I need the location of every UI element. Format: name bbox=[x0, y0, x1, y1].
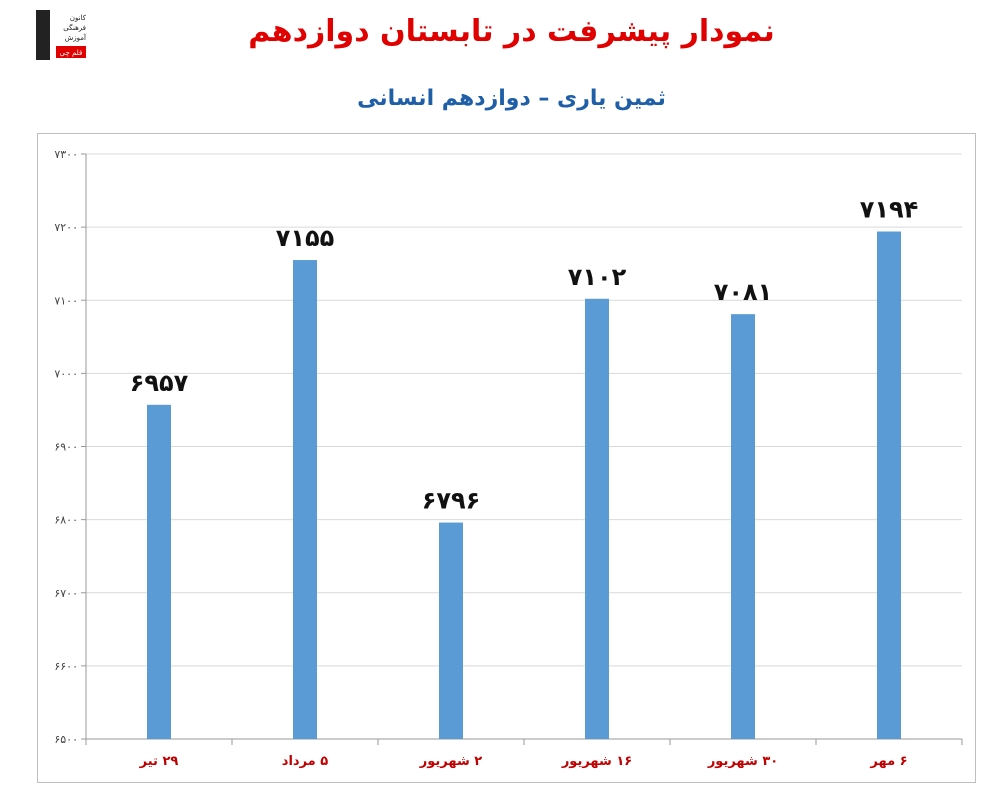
category-label: ۶ مهر bbox=[869, 754, 907, 769]
y-tick-label: ۶۹۰۰ bbox=[54, 441, 78, 454]
data-label: ۷۱۰۲ bbox=[568, 263, 627, 291]
y-tick-label: ۶۷۰۰ bbox=[54, 587, 78, 600]
y-tick-label: ۷۳۰۰ bbox=[54, 148, 78, 161]
y-tick-label: ۶۸۰۰ bbox=[54, 514, 78, 527]
logo-line-3: آموزش bbox=[65, 33, 87, 42]
bar bbox=[439, 522, 463, 739]
bar bbox=[147, 404, 171, 739]
chart-area: ۶۵۰۰ ۶۶۰۰ ۶۷۰۰ ۶۸۰۰ ۶۹۰۰ ۷۰۰۰ ۷۱۰۰ ۷۲۰۰ ۷۳۰۰ ۶۹۵۷… bbox=[37, 133, 976, 783]
logo-badge: قلم چی bbox=[60, 49, 83, 57]
logo: کانون فرهنگی آموزش قلم چی bbox=[28, 6, 88, 72]
bar bbox=[731, 314, 755, 739]
y-tick-label: ۷۰۰۰ bbox=[54, 367, 78, 380]
category-label: ۵ مرداد bbox=[282, 754, 328, 769]
data-label: ۶۷۹۶ bbox=[422, 487, 481, 515]
logo-line-2: فرهنگی bbox=[63, 23, 86, 32]
bar bbox=[585, 298, 609, 739]
y-tick-label: ۷۲۰۰ bbox=[54, 221, 78, 234]
chart-subtitle: ثمین یاری – دوازدهم انسانی bbox=[357, 86, 666, 111]
bar bbox=[293, 260, 317, 739]
data-label: ۷۱۵۵ bbox=[276, 224, 335, 252]
y-tick-label: ۶۶۰۰ bbox=[54, 660, 78, 673]
logo-figure bbox=[36, 10, 50, 60]
category-label: ۲۹ تیر bbox=[139, 754, 179, 769]
data-label: ۷۰۸۱ bbox=[714, 278, 773, 306]
logo-line-1: کانون bbox=[70, 14, 87, 22]
data-label: ۷۱۹۴ bbox=[860, 196, 919, 224]
category-label: ۲ شهریور bbox=[419, 754, 483, 769]
data-label: ۶۹۵۷ bbox=[130, 369, 189, 397]
y-tick-label: ۶۵۰۰ bbox=[54, 733, 78, 746]
bar-chart: ۶۵۰۰ ۶۶۰۰ ۶۷۰۰ ۶۸۰۰ ۶۹۰۰ ۷۰۰۰ ۷۱۰۰ ۷۲۰۰ ۷۳۰۰ ۶۹۵۷… bbox=[54, 148, 963, 769]
category-label: ۳۰ شهریور bbox=[707, 754, 778, 769]
chart-title: نمودار پیشرفت در تابستان دوازدهم bbox=[248, 14, 775, 49]
category-label: ۱۶ شهریور bbox=[561, 754, 632, 769]
logo-head bbox=[37, 10, 49, 22]
bar bbox=[877, 231, 901, 739]
logo-badge-bg bbox=[56, 46, 86, 58]
y-tick-label: ۷۱۰۰ bbox=[54, 294, 78, 307]
